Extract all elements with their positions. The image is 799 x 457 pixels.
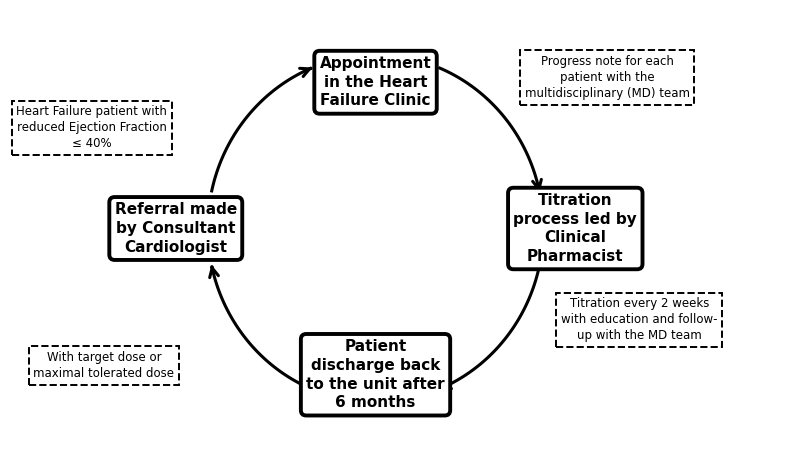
Text: Appointment
in the Heart
Failure Clinic: Appointment in the Heart Failure Clinic [320,56,431,108]
Text: Progress note for each
patient with the
multidisciplinary (MD) team: Progress note for each patient with the … [525,55,690,100]
Text: Heart Failure patient with
reduced Ejection Fraction
≤ 40%: Heart Failure patient with reduced Eject… [17,106,167,150]
Text: Titration every 2 weeks
with education and follow-
up with the MD team: Titration every 2 weeks with education a… [561,298,718,342]
Text: Titration
process led by
Clinical
Pharmacist: Titration process led by Clinical Pharma… [514,193,637,264]
Text: With target dose or
maximal tolerated dose: With target dose or maximal tolerated do… [34,351,174,380]
Text: Referral made
by Consultant
Cardiologist: Referral made by Consultant Cardiologist [114,202,237,255]
Text: Patient
discharge back
to the unit after
6 months: Patient discharge back to the unit after… [306,340,445,410]
